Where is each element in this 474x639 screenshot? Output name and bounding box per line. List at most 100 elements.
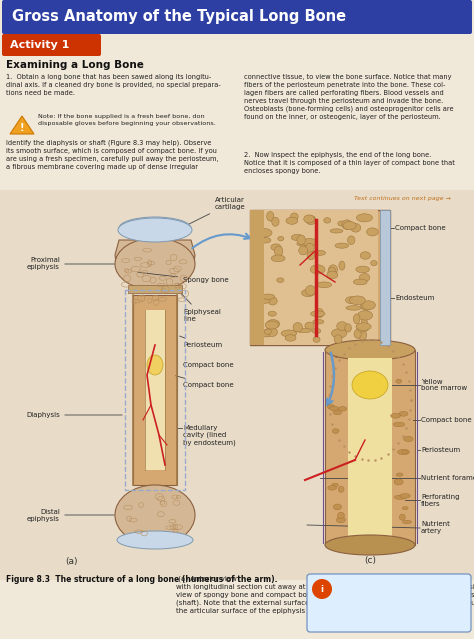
Text: Nutrient foramen: Nutrient foramen bbox=[421, 475, 474, 481]
Ellipse shape bbox=[335, 243, 348, 248]
Ellipse shape bbox=[301, 289, 315, 296]
Text: (b): (b) bbox=[334, 350, 346, 359]
Text: 2.  Now inspect the epiphysis, the end of the long bone.
Notice that it is compo: 2. Now inspect the epiphysis, the end of… bbox=[244, 152, 455, 174]
Polygon shape bbox=[10, 116, 34, 134]
Ellipse shape bbox=[306, 215, 316, 225]
Ellipse shape bbox=[115, 485, 195, 545]
Ellipse shape bbox=[398, 449, 410, 455]
Ellipse shape bbox=[352, 371, 388, 399]
Ellipse shape bbox=[343, 222, 356, 229]
Ellipse shape bbox=[349, 296, 365, 305]
FancyBboxPatch shape bbox=[380, 210, 390, 345]
Ellipse shape bbox=[331, 328, 346, 338]
Text: Medullary
cavity (lined
by endosteum): Medullary cavity (lined by endosteum) bbox=[183, 425, 236, 446]
Ellipse shape bbox=[115, 238, 195, 290]
Ellipse shape bbox=[277, 278, 284, 282]
Ellipse shape bbox=[346, 296, 356, 304]
Text: Compact bone: Compact bone bbox=[176, 376, 234, 388]
Ellipse shape bbox=[286, 217, 298, 224]
Ellipse shape bbox=[327, 271, 338, 279]
Circle shape bbox=[312, 579, 332, 599]
Ellipse shape bbox=[285, 335, 296, 341]
Ellipse shape bbox=[293, 323, 302, 332]
Text: (c): (c) bbox=[364, 556, 376, 565]
Ellipse shape bbox=[118, 218, 192, 242]
Text: as an Art Labeling Activity using: as an Art Labeling Activity using bbox=[336, 594, 438, 599]
Ellipse shape bbox=[305, 243, 314, 252]
Ellipse shape bbox=[299, 246, 308, 255]
Ellipse shape bbox=[324, 218, 331, 223]
Ellipse shape bbox=[334, 335, 342, 343]
Ellipse shape bbox=[264, 329, 272, 334]
Ellipse shape bbox=[332, 483, 338, 487]
Ellipse shape bbox=[399, 412, 408, 416]
Text: Mastering: Mastering bbox=[336, 607, 372, 612]
Ellipse shape bbox=[357, 323, 369, 332]
Ellipse shape bbox=[354, 330, 361, 339]
Text: Proximal
epiphysis: Proximal epiphysis bbox=[27, 258, 60, 270]
Ellipse shape bbox=[336, 517, 346, 523]
Ellipse shape bbox=[268, 297, 277, 305]
FancyBboxPatch shape bbox=[325, 350, 415, 545]
Ellipse shape bbox=[339, 261, 345, 270]
FancyBboxPatch shape bbox=[348, 358, 392, 537]
Ellipse shape bbox=[359, 273, 370, 282]
Ellipse shape bbox=[338, 486, 344, 492]
Text: (a): (a) bbox=[66, 557, 78, 566]
Ellipse shape bbox=[337, 321, 347, 330]
Ellipse shape bbox=[396, 473, 403, 476]
Text: Distal
epiphysis: Distal epiphysis bbox=[27, 509, 60, 521]
Ellipse shape bbox=[393, 422, 405, 427]
Ellipse shape bbox=[297, 235, 305, 245]
Ellipse shape bbox=[271, 255, 285, 262]
FancyBboxPatch shape bbox=[2, 34, 101, 56]
Ellipse shape bbox=[402, 520, 411, 524]
Ellipse shape bbox=[313, 337, 320, 343]
Ellipse shape bbox=[310, 311, 325, 316]
Ellipse shape bbox=[361, 319, 367, 326]
Text: !: ! bbox=[20, 123, 24, 133]
Text: Articular
cartilage: Articular cartilage bbox=[175, 197, 246, 231]
Ellipse shape bbox=[356, 323, 371, 330]
Text: (a) Anterior view
with longitudinal section cut away at the proximal end. (b) Pi: (a) Anterior view with longitudinal sect… bbox=[176, 575, 474, 614]
Ellipse shape bbox=[371, 261, 377, 266]
Ellipse shape bbox=[394, 495, 406, 500]
Ellipse shape bbox=[278, 236, 284, 241]
Text: 1.  Obtain a long bone that has been sawed along its longitu-
dinal axis. If a c: 1. Obtain a long bone that has been sawe… bbox=[6, 74, 221, 96]
Text: Gross Anatomy of the Typical Long Bone: Gross Anatomy of the Typical Long Bone bbox=[12, 10, 346, 24]
Ellipse shape bbox=[274, 246, 283, 256]
FancyBboxPatch shape bbox=[262, 210, 378, 345]
Ellipse shape bbox=[263, 329, 270, 337]
Ellipse shape bbox=[325, 535, 415, 555]
Ellipse shape bbox=[391, 413, 401, 418]
Text: i: i bbox=[320, 585, 323, 594]
Text: A&P™: A&P™ bbox=[374, 607, 395, 612]
Ellipse shape bbox=[338, 406, 347, 411]
Text: Yellow
bone marrow: Yellow bone marrow bbox=[421, 378, 467, 392]
Ellipse shape bbox=[147, 355, 163, 375]
Text: Compact bone: Compact bone bbox=[395, 225, 446, 231]
Text: connective tissue, to view the bone surface. Notice that many
fibers of the peri: connective tissue, to view the bone surf… bbox=[244, 74, 454, 121]
Ellipse shape bbox=[117, 531, 193, 549]
Ellipse shape bbox=[330, 229, 343, 233]
Ellipse shape bbox=[281, 330, 297, 337]
Text: Nutrient
artery: Nutrient artery bbox=[421, 521, 450, 534]
Text: Text continues on next page →: Text continues on next page → bbox=[354, 196, 451, 201]
Ellipse shape bbox=[306, 286, 316, 295]
Ellipse shape bbox=[347, 236, 355, 245]
Ellipse shape bbox=[360, 302, 373, 311]
Ellipse shape bbox=[303, 238, 317, 247]
FancyBboxPatch shape bbox=[133, 295, 177, 485]
FancyBboxPatch shape bbox=[307, 574, 471, 632]
Text: Note: If the bone supplied is a fresh beef bone, don
disposable gloves before be: Note: If the bone supplied is a fresh be… bbox=[38, 114, 216, 126]
Ellipse shape bbox=[267, 320, 280, 328]
Text: Perforating
fibers: Perforating fibers bbox=[421, 493, 459, 507]
Ellipse shape bbox=[330, 406, 338, 411]
Ellipse shape bbox=[333, 504, 342, 510]
Ellipse shape bbox=[267, 212, 274, 221]
FancyBboxPatch shape bbox=[0, 190, 474, 580]
Ellipse shape bbox=[259, 238, 271, 243]
Text: Spongy bone: Spongy bone bbox=[138, 272, 228, 283]
Ellipse shape bbox=[307, 251, 315, 260]
Ellipse shape bbox=[265, 321, 279, 329]
